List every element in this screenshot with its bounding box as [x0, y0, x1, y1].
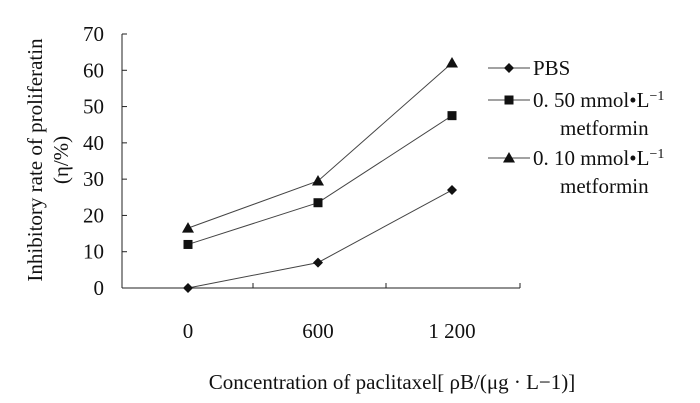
legend-label: 0. 50 mmol•L−1	[533, 88, 664, 112]
legend-label: 0. 10 mmol•L−1	[533, 146, 664, 170]
legend-label: PBS	[533, 56, 570, 80]
data-point	[312, 174, 324, 186]
x-tick-label: 0	[183, 319, 194, 343]
y-axis-unit: (η/%)	[49, 136, 73, 184]
y-ticks: 0 10 20 30 40 50 60 70	[83, 22, 127, 300]
legend-item: 0. 10 mmol•L−1 metformin	[488, 146, 664, 198]
legend-label-line2: metformin	[560, 174, 649, 198]
data-point	[313, 198, 323, 208]
legend-label-sup: −1	[649, 147, 664, 162]
series-diamond	[183, 185, 457, 293]
x-tick-label: 600	[302, 319, 334, 343]
x-tick-label: 1 200	[428, 319, 475, 343]
y-axis-label: Inhibitory rate of proliferatin	[23, 38, 47, 282]
y-tick-label: 50	[83, 95, 104, 119]
data-point	[313, 257, 323, 268]
legend-item: PBS	[488, 56, 570, 80]
series-group	[182, 57, 458, 293]
data-point	[183, 283, 193, 293]
legend-label-sup: −1	[649, 89, 664, 104]
data-point	[182, 222, 194, 233]
legend-label-line2: metformin	[560, 116, 649, 140]
data-point	[447, 111, 457, 121]
legend-item: 0. 50 mmol•L−1 metformin	[488, 88, 664, 140]
series-triangle	[182, 57, 458, 233]
y-tick-label: 70	[83, 22, 104, 46]
x-axis-label: Concentration of paclitaxel[ ρB/(μg · L−…	[209, 370, 576, 394]
y-tick-label: 0	[94, 276, 105, 300]
data-point	[504, 95, 514, 105]
data-point	[447, 185, 457, 196]
series-square	[183, 111, 457, 249]
y-tick-label: 40	[83, 131, 104, 155]
axes	[121, 34, 520, 289]
y-tick-label: 10	[83, 240, 104, 264]
y-tick-label: 60	[83, 58, 104, 82]
data-point	[503, 152, 515, 163]
y-tick-label: 20	[83, 203, 104, 227]
x-ticks: 0 600 1 200	[121, 283, 521, 343]
data-point	[504, 63, 514, 73]
data-point	[183, 239, 193, 249]
data-point	[446, 57, 458, 68]
y-tick-label: 30	[83, 167, 104, 191]
